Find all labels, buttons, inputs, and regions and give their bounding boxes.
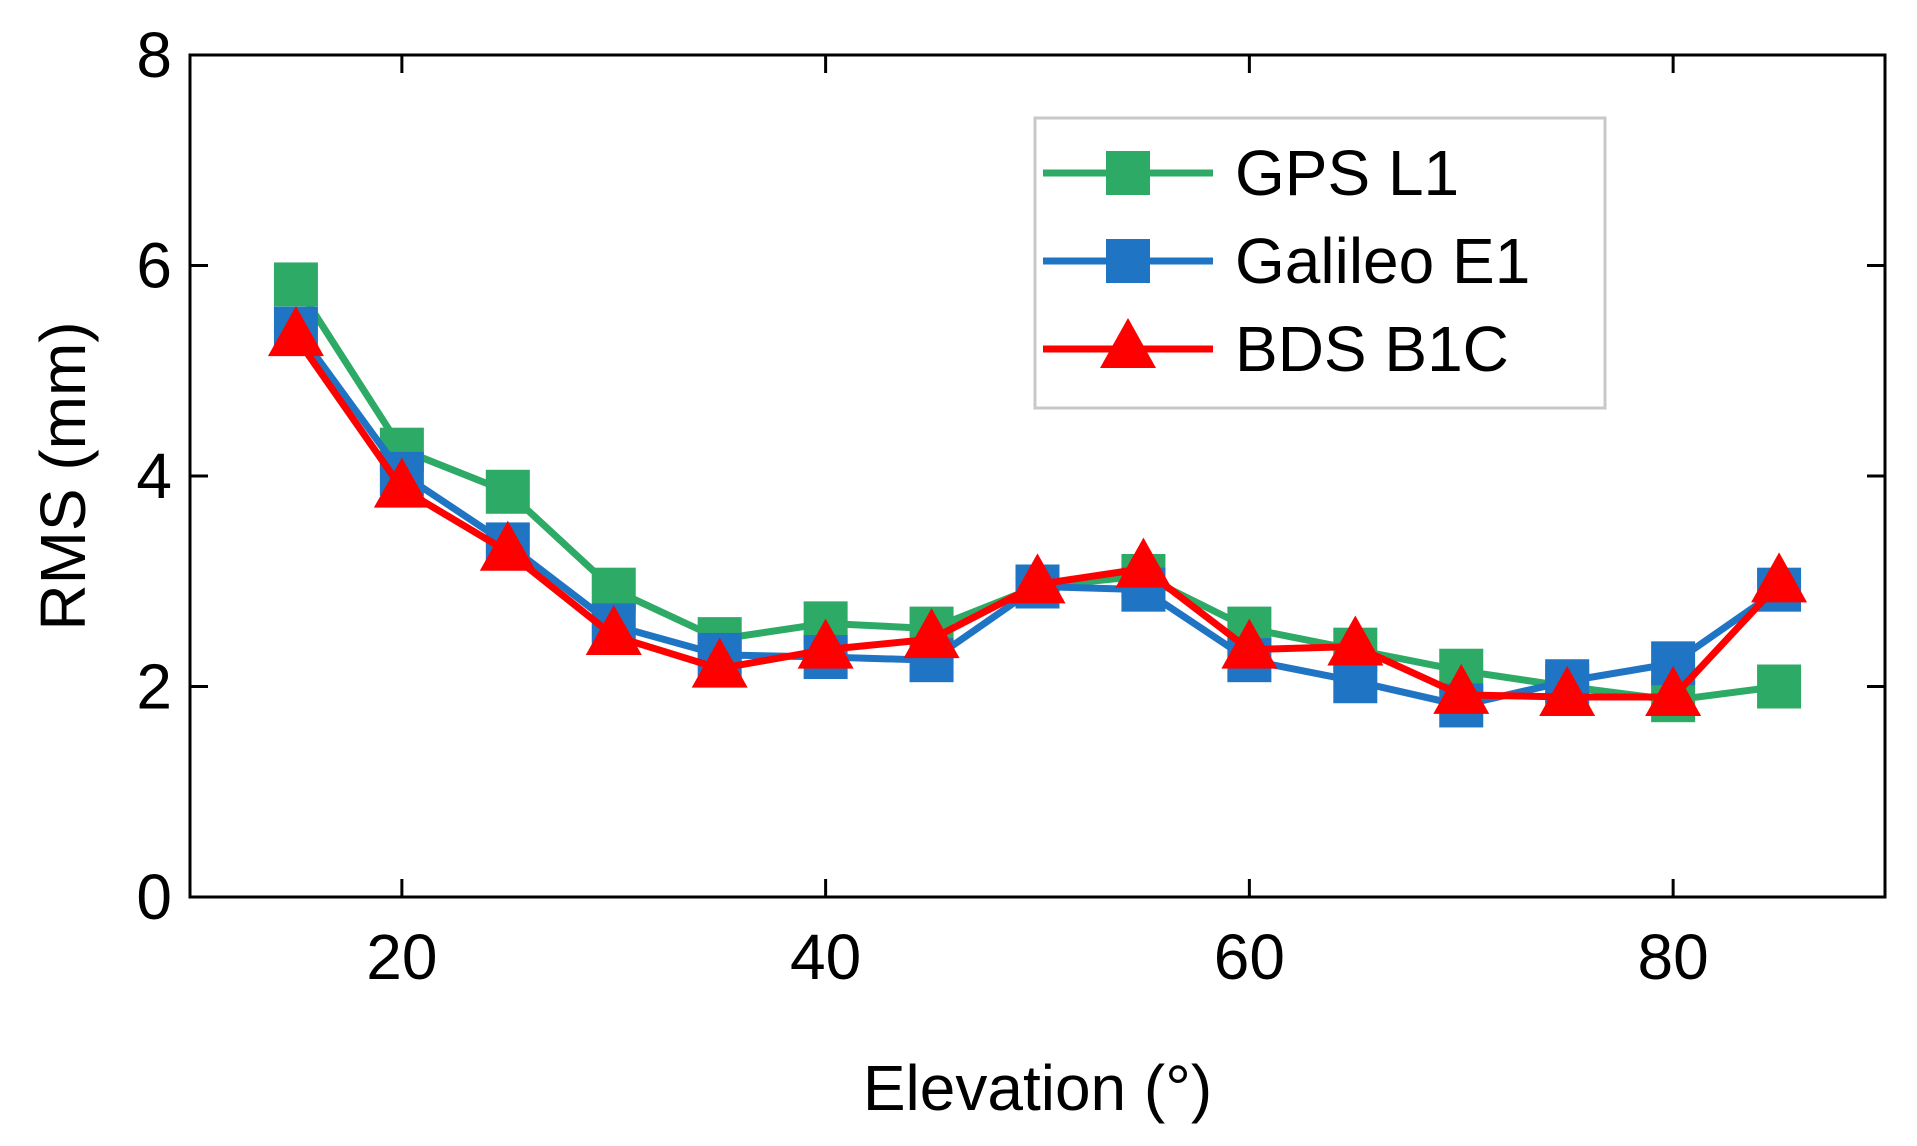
data-point xyxy=(479,520,536,571)
y-tick-label: 2 xyxy=(136,651,172,723)
x-tick-label: 40 xyxy=(790,921,861,993)
legend-label: GPS L1 xyxy=(1235,137,1459,209)
ticks-layer: 20 40 60 80 0 2 4 6 8 xyxy=(136,19,1885,993)
y-tick-label: 0 xyxy=(136,861,172,933)
data-point xyxy=(373,457,430,508)
x-tick-label: 60 xyxy=(1214,921,1285,993)
data-point xyxy=(903,608,960,659)
data-point xyxy=(1645,666,1702,717)
y-tick-label: 8 xyxy=(136,19,172,91)
data-point xyxy=(1009,553,1066,604)
legend-label: BDS B1C xyxy=(1235,313,1509,385)
legend-marker xyxy=(1100,318,1156,368)
data-point xyxy=(585,604,642,655)
x-tick-label: 20 xyxy=(366,921,437,993)
legend: GPS L1 Galileo E1 BDS B1C xyxy=(1033,116,1607,410)
data-point xyxy=(1333,659,1378,704)
y-tick-label: 4 xyxy=(136,440,172,512)
data-point xyxy=(691,637,748,688)
data-point xyxy=(485,469,530,514)
data-point xyxy=(267,306,324,357)
series-layer xyxy=(267,262,1808,728)
legend-marker xyxy=(1106,239,1150,283)
data-point xyxy=(1539,666,1596,717)
legend-marker xyxy=(1106,151,1150,195)
y-tick-label: 6 xyxy=(136,230,172,302)
x-tick-label: 80 xyxy=(1638,921,1709,993)
legend-label: Galileo E1 xyxy=(1235,225,1530,297)
y-axis-title: RMS (mm) xyxy=(27,321,99,630)
legend-entry: BDS B1C xyxy=(1043,313,1509,385)
data-point xyxy=(1221,618,1278,669)
x-axis-title: Elevation (°) xyxy=(863,1052,1212,1124)
data-point xyxy=(1751,552,1808,603)
data-point xyxy=(1115,537,1172,588)
data-point xyxy=(1433,663,1490,714)
legend-entry: GPS L1 xyxy=(1043,137,1459,209)
series-bds-b1c xyxy=(267,306,1808,717)
data-point xyxy=(1327,615,1384,666)
data-point xyxy=(797,618,854,669)
legend-entry: Galileo E1 xyxy=(1043,225,1530,297)
data-point xyxy=(273,262,318,307)
data-point xyxy=(1757,664,1802,709)
